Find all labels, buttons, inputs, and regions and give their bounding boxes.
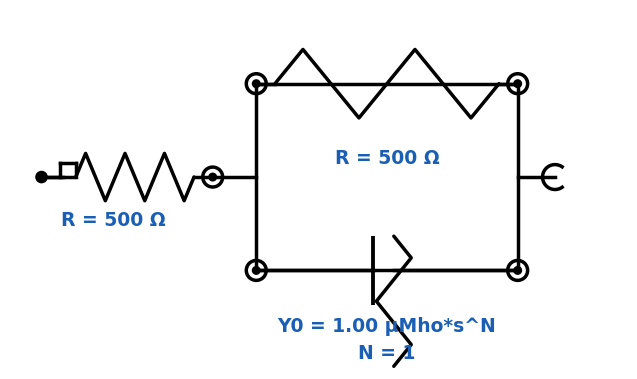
Circle shape	[252, 267, 260, 274]
Circle shape	[514, 80, 522, 88]
Circle shape	[514, 267, 522, 274]
Circle shape	[209, 173, 217, 181]
Text: R = 500 Ω: R = 500 Ω	[61, 211, 166, 230]
Text: R = 500 Ω: R = 500 Ω	[334, 149, 440, 168]
Circle shape	[36, 171, 47, 183]
Text: Y0 = 1.00 μMho*s^N: Y0 = 1.00 μMho*s^N	[278, 317, 496, 336]
Text: N = 1: N = 1	[358, 344, 416, 363]
Circle shape	[252, 80, 260, 88]
